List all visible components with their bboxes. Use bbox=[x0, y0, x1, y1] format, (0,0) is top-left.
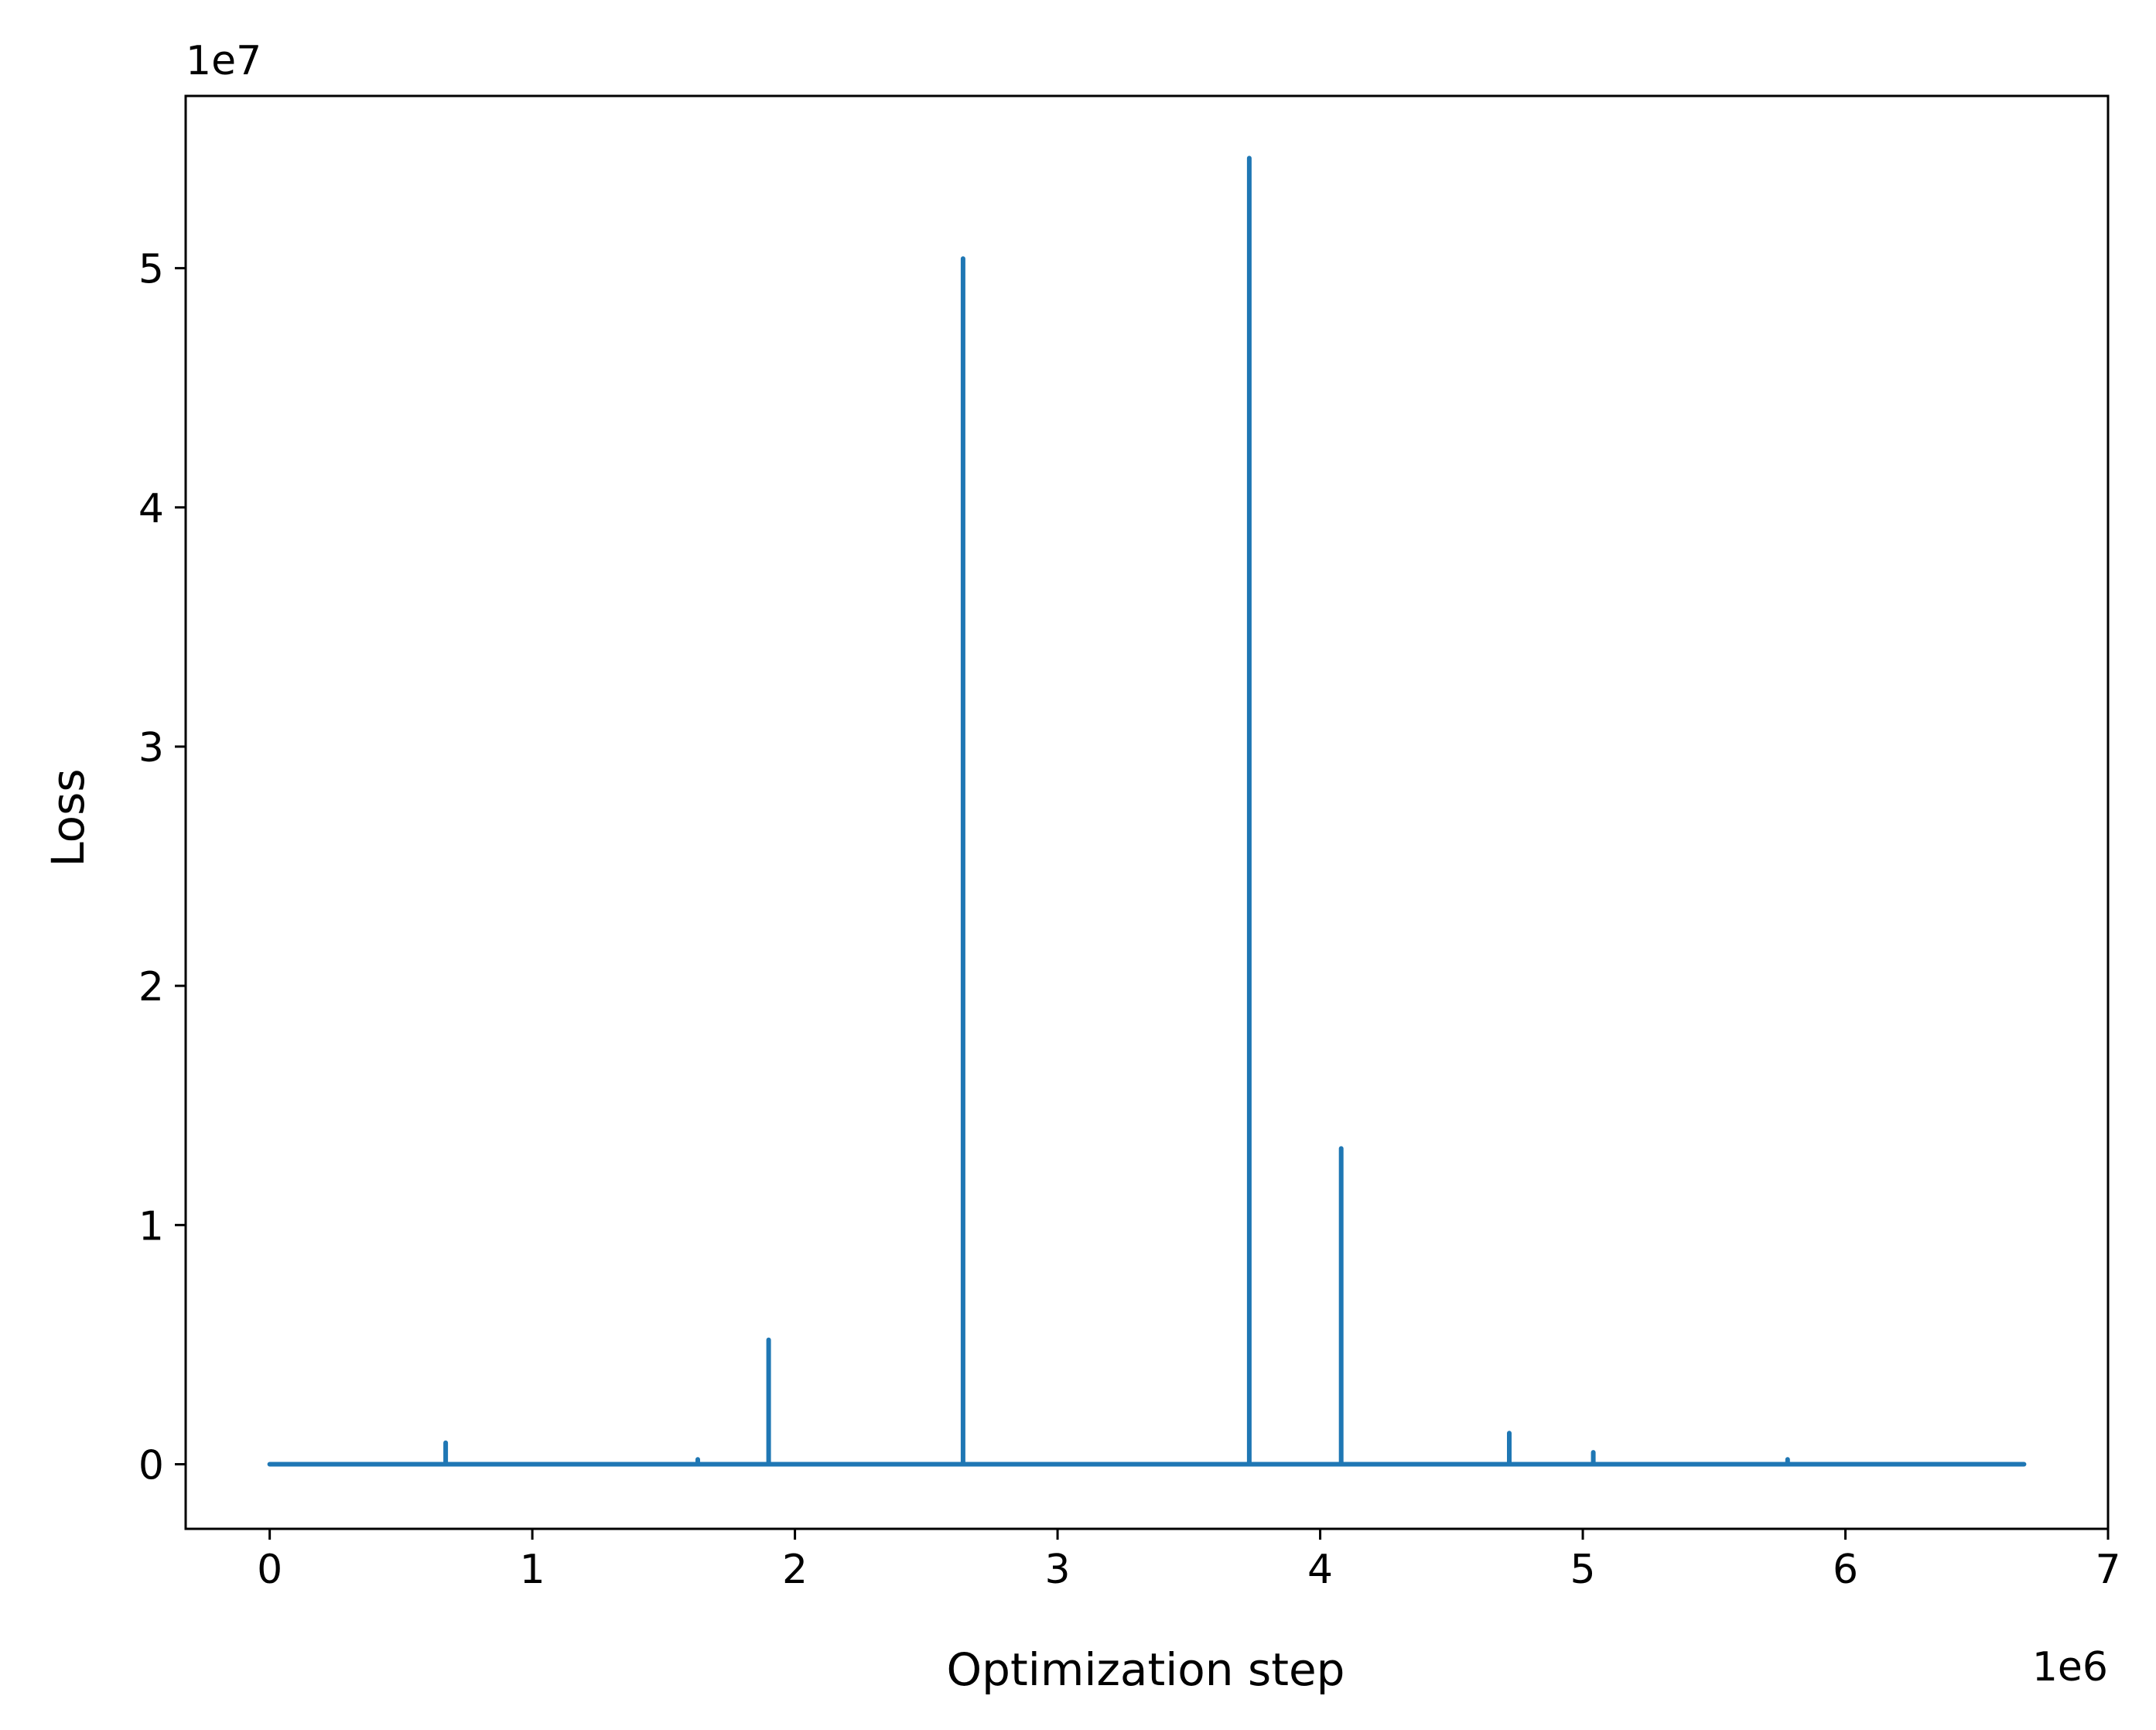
y-tick-label-0: 0 bbox=[138, 1443, 164, 1489]
plot-area bbox=[267, 156, 2027, 1467]
y-axis-label: Loss bbox=[42, 768, 94, 867]
x-tick-label-5: 5 bbox=[1570, 1547, 1595, 1593]
y-tick-label-3: 3 bbox=[138, 725, 164, 771]
x-tick-label-1: 1 bbox=[520, 1547, 545, 1593]
x-tick-label-6: 6 bbox=[1833, 1547, 1858, 1593]
x-tick-label-3: 3 bbox=[1045, 1547, 1071, 1593]
series-line-0 bbox=[267, 156, 2027, 1467]
x-tick-label-7: 7 bbox=[2095, 1547, 2120, 1593]
x-tick-label-4: 4 bbox=[1307, 1547, 1333, 1593]
plot-frame bbox=[184, 94, 2110, 1530]
y-offset-label: 1e7 bbox=[186, 38, 261, 84]
x-tick-label-0: 0 bbox=[257, 1547, 282, 1593]
axes: 0 1 2 3 4 5 6 7 0 1 2 3 4 5 bbox=[138, 94, 2121, 1593]
y-tick-label-1: 1 bbox=[138, 1203, 164, 1250]
y-tick-label-2: 2 bbox=[138, 964, 164, 1010]
x-axis-label: Optimization step bbox=[947, 1643, 1345, 1696]
y-tick-label-5: 5 bbox=[138, 247, 164, 293]
y-tick-label-4: 4 bbox=[138, 486, 164, 532]
x-tick-label-2: 2 bbox=[782, 1547, 808, 1593]
x-offset-label: 1e6 bbox=[2032, 1644, 2108, 1691]
